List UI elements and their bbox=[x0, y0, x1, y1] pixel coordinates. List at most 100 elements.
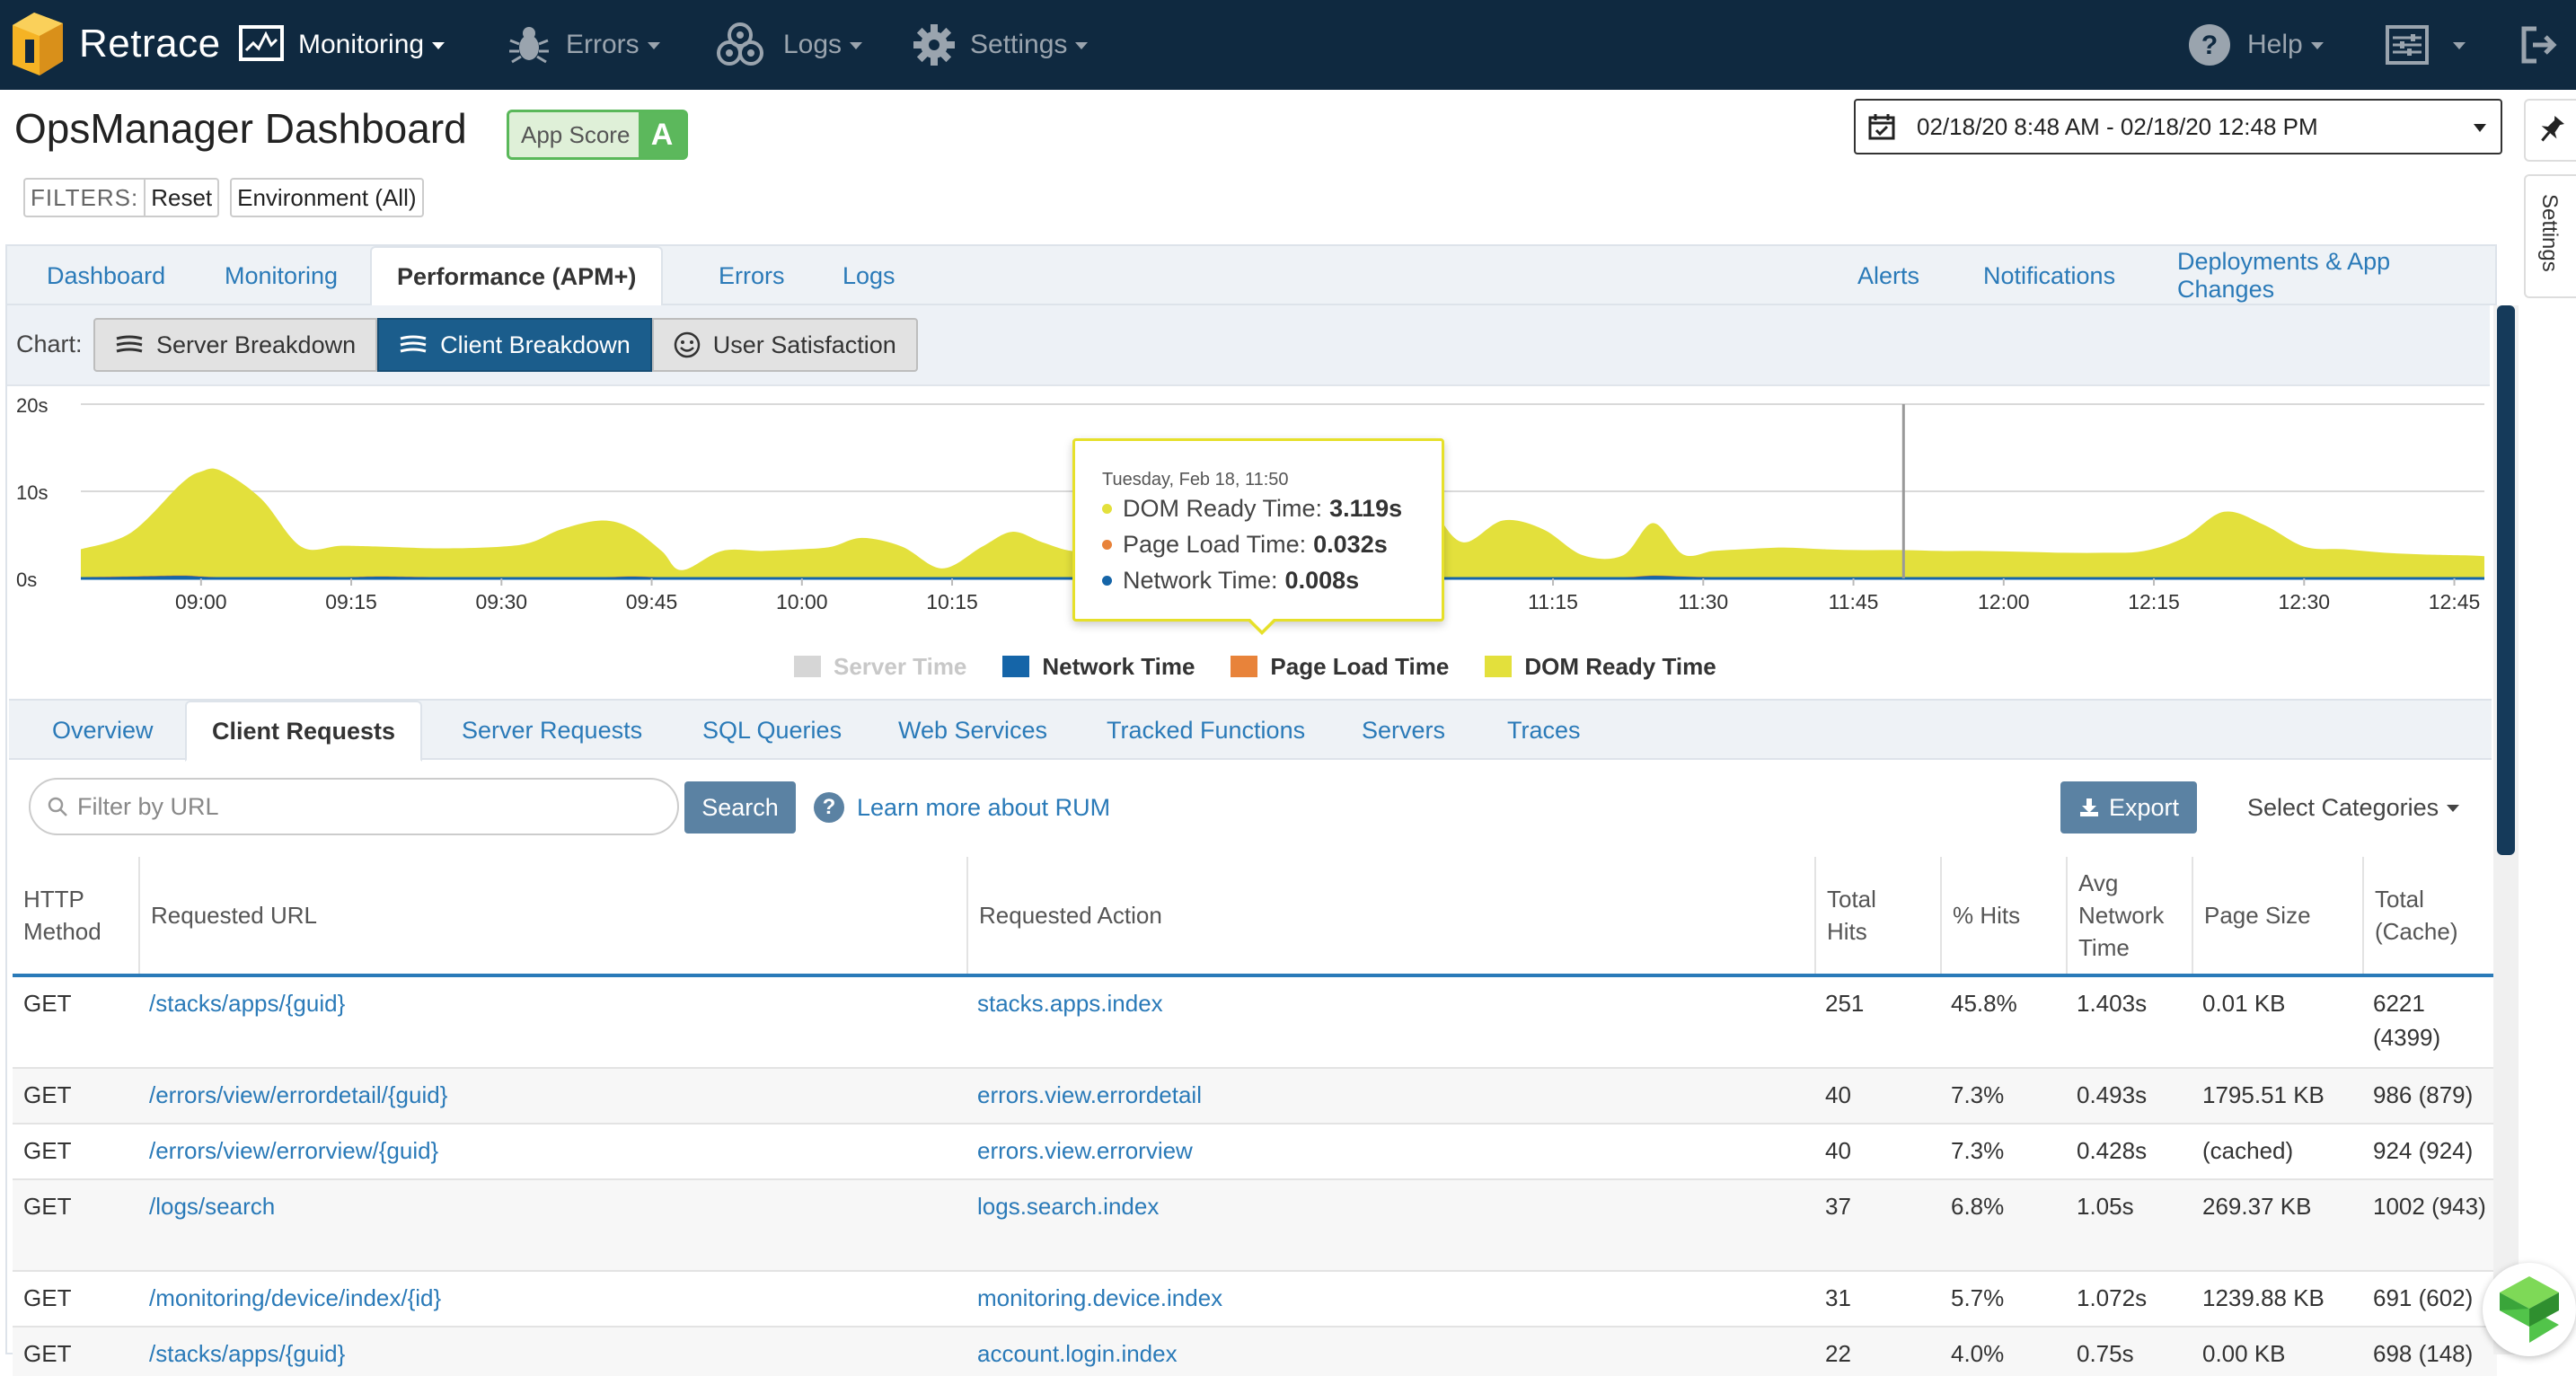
cell-url[interactable]: /stacks/apps/{guid} bbox=[149, 1340, 346, 1367]
filters-bar: FILTERS: Reset Environment (All) bbox=[23, 178, 424, 217]
table-row[interactable]: GET/stacks/apps/{guid} account.login.inde… bbox=[13, 1327, 2497, 1376]
help-icon: ? bbox=[2189, 24, 2230, 66]
question-icon: ? bbox=[814, 792, 844, 823]
cell-action[interactable]: monitoring.device.index bbox=[977, 1284, 1223, 1311]
legend-label: Server Time bbox=[834, 652, 967, 680]
scrollbar-thumb[interactable] bbox=[2497, 305, 2515, 855]
nav-errors[interactable]: Errors bbox=[508, 0, 660, 90]
reset-button[interactable]: Reset bbox=[144, 178, 220, 217]
cell-url[interactable]: /errors/view/errorview/{guid} bbox=[149, 1137, 439, 1164]
smile-icon bbox=[674, 331, 701, 358]
col-total-cache[interactable]: Total (Cache) bbox=[2362, 857, 2497, 974]
chart-label: Chart: bbox=[16, 331, 83, 357]
nav-logs[interactable]: Logs bbox=[715, 0, 863, 90]
col-percent-hits[interactable]: % Hits bbox=[1940, 857, 2066, 974]
table-row[interactable]: GET/errors/view/errordetail/{guid} errors… bbox=[13, 1069, 2497, 1125]
x-tick-label: 12:00 bbox=[1978, 590, 2030, 613]
col-avg-network-time[interactable]: Avg Network Time bbox=[2066, 857, 2192, 974]
tab-logs[interactable]: Logs bbox=[842, 261, 895, 289]
cell-total-cache: 924 (924) bbox=[2373, 1137, 2474, 1164]
chart-tooltip: Tuesday, Feb 18, 11:50 DOM Ready Time: 3.… bbox=[1072, 438, 1444, 635]
page-scrollbar[interactable] bbox=[2493, 305, 2519, 1354]
tab-alerts[interactable]: Alerts bbox=[1857, 261, 1920, 289]
nav-settings[interactable]: Settings bbox=[913, 0, 1089, 90]
tab-notifications[interactable]: Notifications bbox=[1983, 261, 2116, 289]
table-row[interactable]: GET/logs/search logs.search.index 37 6.8% 1.… bbox=[13, 1180, 2497, 1272]
cell-url[interactable]: /stacks/apps/{guid} bbox=[149, 990, 346, 1017]
learn-more-label: Learn more about RUM bbox=[857, 793, 1111, 821]
table-row[interactable]: GET/stacks/apps/{guid} stacks.apps.index 2… bbox=[13, 977, 2497, 1069]
cell-action[interactable]: logs.search.index bbox=[977, 1193, 1160, 1220]
nav-help[interactable]: ? Help bbox=[2188, 0, 2324, 90]
subtab-traces[interactable]: Traces bbox=[1507, 716, 1581, 744]
col-http-method[interactable]: HTTP Method bbox=[13, 857, 138, 974]
subtab-web-services[interactable]: Web Services bbox=[898, 716, 1048, 744]
cell-action[interactable]: account.login.index bbox=[977, 1340, 1178, 1367]
cell-method: GET bbox=[23, 1284, 72, 1311]
cell-page-size: 1239.88 KB bbox=[2202, 1284, 2325, 1311]
gear-icon bbox=[913, 24, 955, 66]
cell-action[interactable]: errors.view.errordetail bbox=[977, 1081, 1202, 1108]
col-total-hits[interactable]: Total Hits bbox=[1814, 857, 1940, 974]
page-title: OpsManager Dashboard bbox=[14, 105, 467, 152]
client-breakdown-label: Client Breakdown bbox=[440, 331, 631, 358]
tab-performance[interactable]: Performance (APM+) bbox=[370, 246, 664, 307]
cell-url[interactable]: /logs/search bbox=[149, 1193, 276, 1220]
sub-tab-bar: Overview Client Requests Server Requests… bbox=[9, 701, 2492, 762]
tab-deployments[interactable]: Deployments & App Changes bbox=[2177, 248, 2391, 303]
stackify-chat-icon[interactable] bbox=[2483, 1263, 2576, 1356]
col-requested-action[interactable]: Requested Action bbox=[966, 857, 1868, 974]
select-categories-dropdown[interactable]: Select Categories bbox=[2247, 781, 2460, 834]
legend-page-load-time[interactable]: Page Load Time bbox=[1231, 653, 1449, 681]
logout-icon bbox=[2521, 26, 2557, 64]
search-button[interactable]: Search bbox=[684, 781, 796, 834]
subtab-tracked-functions[interactable]: Tracked Functions bbox=[1107, 716, 1306, 744]
x-tick-label: 10:15 bbox=[926, 590, 978, 613]
export-button[interactable]: Export bbox=[2060, 781, 2197, 834]
cell-action[interactable]: stacks.apps.index bbox=[977, 990, 1163, 1017]
date-range-picker[interactable]: 02/18/20 8:48 AM - 02/18/20 12:48 PM bbox=[1854, 99, 2502, 154]
user-satisfaction-button[interactable]: User Satisfaction bbox=[651, 318, 918, 372]
subtab-overview[interactable]: Overview bbox=[52, 716, 154, 744]
x-tick-label: 11:30 bbox=[1678, 590, 1728, 613]
col-page-size[interactable]: Page Size bbox=[2192, 857, 2362, 974]
server-breakdown-button[interactable]: Server Breakdown bbox=[93, 318, 378, 372]
table-row[interactable]: GET/monitoring/device/index/{id} monitori… bbox=[13, 1272, 2497, 1327]
learn-more-rum-link[interactable]: ? Learn more about RUM bbox=[814, 781, 1110, 834]
side-settings-tab[interactable]: Settings bbox=[2524, 174, 2576, 298]
app-score-grade: A bbox=[639, 112, 685, 157]
legend-swatch bbox=[1002, 656, 1030, 677]
cell-page-size: 0.01 KB bbox=[2202, 990, 2286, 1017]
subtab-servers[interactable]: Servers bbox=[1362, 716, 1446, 744]
cell-action[interactable]: errors.view.errorview bbox=[977, 1137, 1193, 1164]
tab-errors[interactable]: Errors bbox=[719, 261, 785, 289]
table-row[interactable]: GET/errors/view/errorview/{guid} errors.v… bbox=[13, 1125, 2497, 1180]
cell-network-time: 0.75s bbox=[2077, 1340, 2134, 1367]
pin-button[interactable] bbox=[2524, 99, 2576, 162]
nav-dashboard-menu[interactable] bbox=[2386, 0, 2466, 90]
subtab-client-requests[interactable]: Client Requests bbox=[185, 701, 423, 762]
cell-network-time: 0.428s bbox=[2077, 1137, 2148, 1164]
logout-button[interactable] bbox=[2519, 0, 2558, 90]
tab-monitoring[interactable]: Monitoring bbox=[225, 261, 339, 289]
y-tick-label: 10s bbox=[16, 481, 48, 504]
col-requested-url[interactable]: Requested URL bbox=[138, 857, 966, 974]
col-label: % Hits bbox=[1953, 902, 2021, 929]
chart-legend: Server Time Network Time Page Load Time … bbox=[794, 650, 1752, 683]
chevron-down-icon bbox=[1075, 42, 1089, 49]
series-dot bbox=[1102, 504, 1112, 514]
legend-server-time[interactable]: Server Time bbox=[794, 653, 966, 681]
subtab-server-requests[interactable]: Server Requests bbox=[462, 716, 643, 744]
nav-monitoring[interactable]: Monitoring bbox=[239, 0, 446, 90]
url-filter-input[interactable]: Filter by URL bbox=[29, 778, 679, 835]
tab-dashboard[interactable]: Dashboard bbox=[47, 261, 166, 289]
client-breakdown-button[interactable]: Client Breakdown bbox=[377, 318, 652, 372]
subtab-sql-queries[interactable]: SQL Queries bbox=[702, 716, 842, 744]
brand[interactable]: Retrace bbox=[13, 13, 221, 75]
environment-filter[interactable]: Environment (All) bbox=[230, 178, 424, 217]
legend-network-time[interactable]: Network Time bbox=[1002, 653, 1195, 681]
cell-url[interactable]: /monitoring/device/index/{id} bbox=[149, 1284, 442, 1311]
legend-dom-ready-time[interactable]: DOM Ready Time bbox=[1485, 653, 1716, 681]
cell-url[interactable]: /errors/view/errordetail/{guid} bbox=[149, 1081, 448, 1108]
app-score-badge[interactable]: App Score A bbox=[507, 110, 688, 160]
